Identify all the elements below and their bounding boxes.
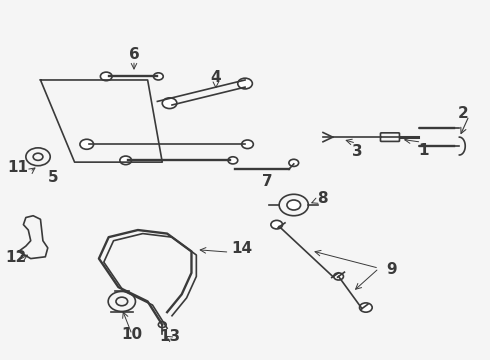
Circle shape: [238, 78, 252, 89]
Text: 3: 3: [352, 144, 363, 159]
Text: 1: 1: [418, 143, 429, 158]
Circle shape: [228, 157, 238, 164]
Text: 4: 4: [211, 70, 221, 85]
Text: 14: 14: [231, 241, 252, 256]
Text: 13: 13: [159, 329, 180, 345]
Text: 5: 5: [48, 170, 58, 185]
Text: 12: 12: [5, 250, 27, 265]
Circle shape: [100, 72, 112, 81]
Circle shape: [360, 303, 372, 312]
Circle shape: [287, 200, 300, 210]
Text: 2: 2: [458, 106, 468, 121]
Circle shape: [153, 73, 163, 80]
Circle shape: [120, 156, 131, 165]
Text: 6: 6: [128, 46, 139, 62]
Circle shape: [242, 140, 253, 149]
Text: 10: 10: [122, 327, 143, 342]
Circle shape: [80, 139, 94, 149]
Text: 11: 11: [7, 160, 28, 175]
Circle shape: [334, 273, 343, 280]
Text: 9: 9: [386, 262, 397, 277]
Circle shape: [162, 98, 177, 109]
Circle shape: [289, 159, 298, 166]
Text: 7: 7: [262, 174, 272, 189]
Text: 8: 8: [317, 190, 328, 206]
Circle shape: [271, 220, 283, 229]
Circle shape: [158, 322, 166, 328]
